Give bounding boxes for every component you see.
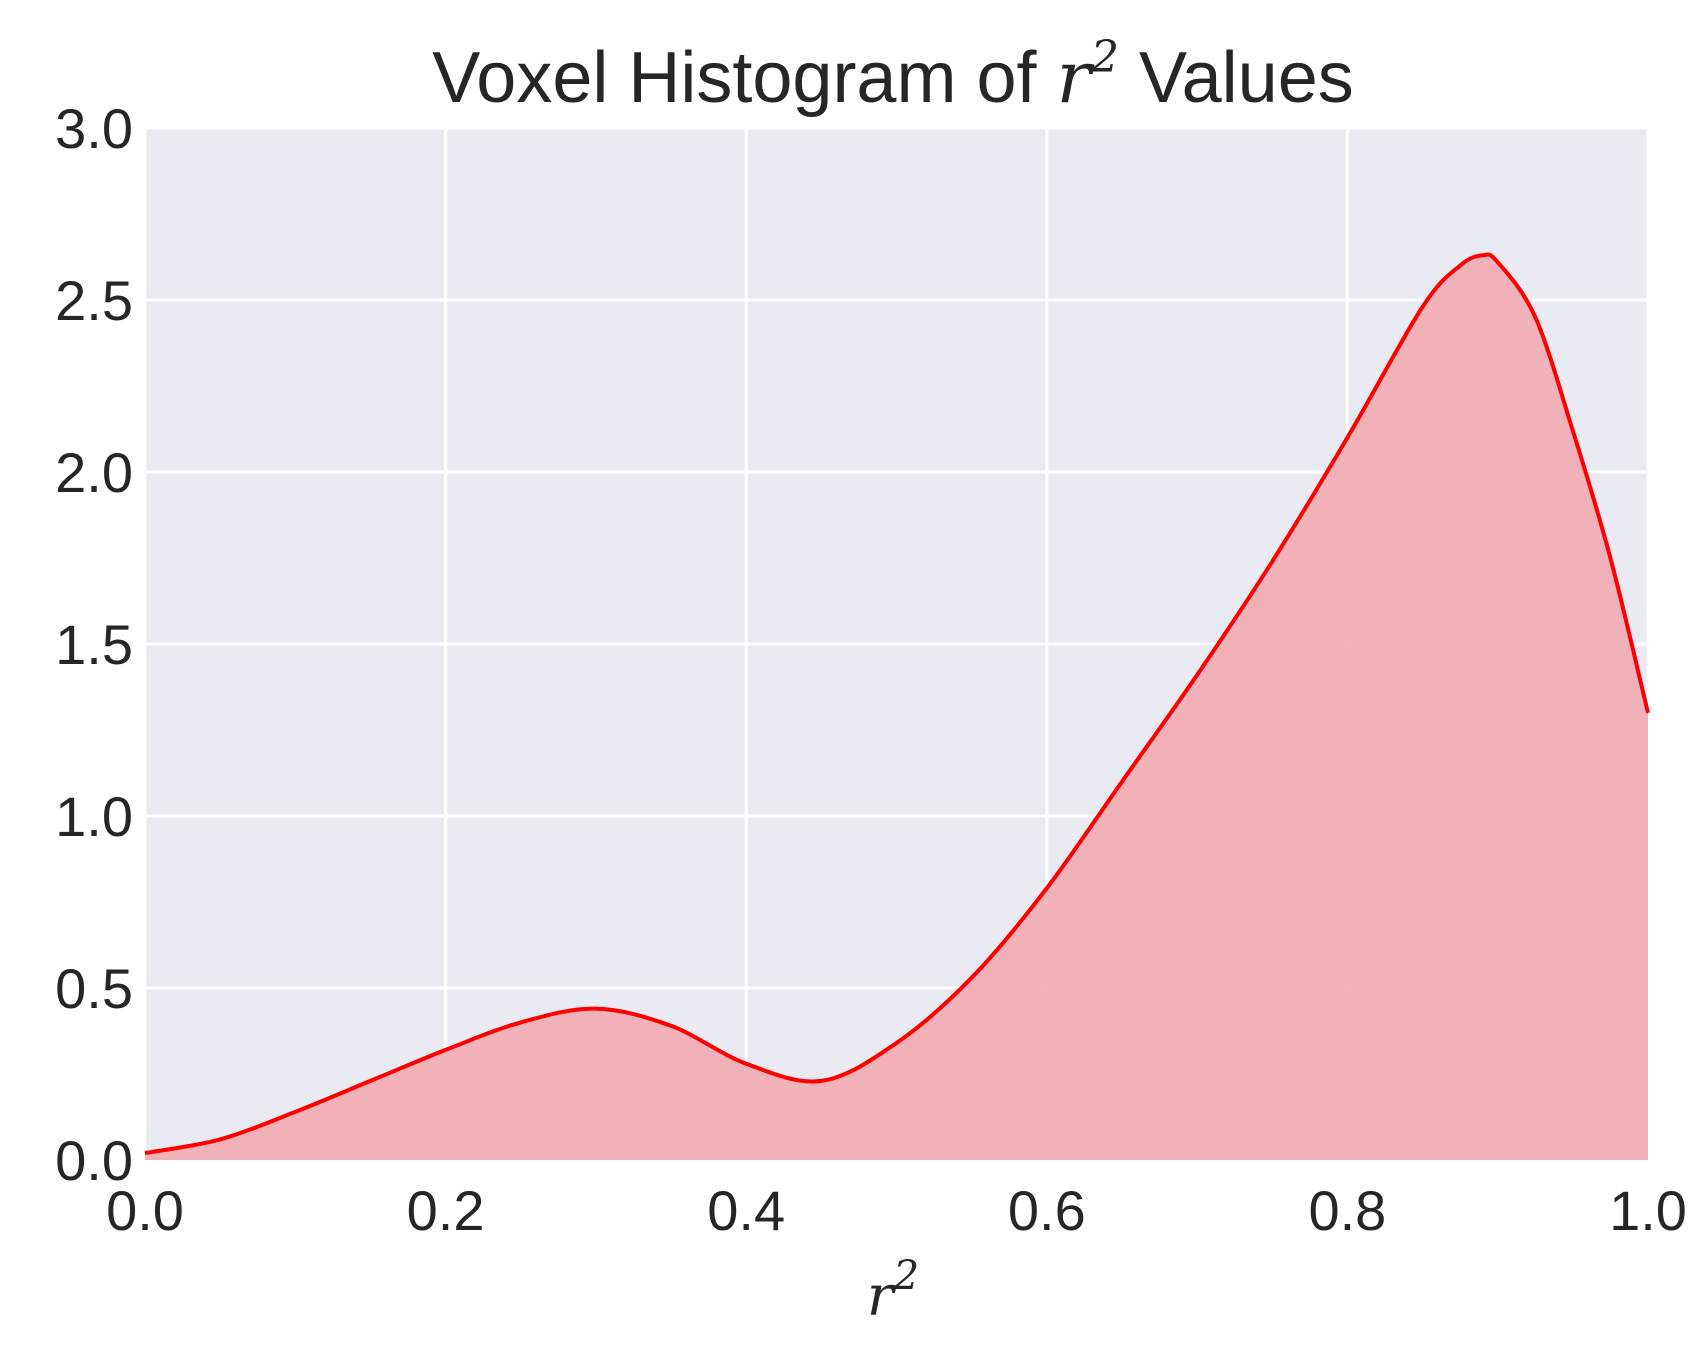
x-tick-label: 0.0 [106, 1179, 184, 1242]
title-math-exponent: 2 [1090, 32, 1119, 83]
x-axis-label-exponent: 2 [893, 1253, 919, 1299]
density-area-fill [145, 254, 1648, 1160]
y-tick-label: 2.0 [55, 441, 133, 504]
y-tick-label: 3.0 [55, 97, 133, 160]
x-tick-label: 0.4 [707, 1179, 785, 1242]
x-tick-label: 0.2 [407, 1179, 485, 1242]
title-math-r: r [1057, 35, 1095, 119]
x-tick-label: 0.6 [1008, 1179, 1086, 1242]
x-tick-labels: 0.0 0.2 0.4 0.6 0.8 1.0 [106, 1179, 1687, 1242]
x-axis-label: r2 [867, 1253, 919, 1329]
x-tick-label: 0.8 [1308, 1179, 1386, 1242]
chart-title: Voxel Histogram of r2 Values [432, 32, 1354, 119]
x-tick-label: 1.0 [1609, 1179, 1687, 1242]
y-tick-label: 0.0 [55, 1129, 133, 1192]
y-tick-label: 2.5 [55, 269, 133, 332]
y-tick-labels: 0.0 0.5 1.0 1.5 2.0 2.5 3.0 [55, 97, 133, 1192]
y-tick-label: 1.5 [55, 613, 133, 676]
y-tick-label: 0.5 [55, 957, 133, 1020]
density-curve-line [144, 252, 1650, 1156]
y-tick-label: 1.0 [55, 785, 133, 848]
